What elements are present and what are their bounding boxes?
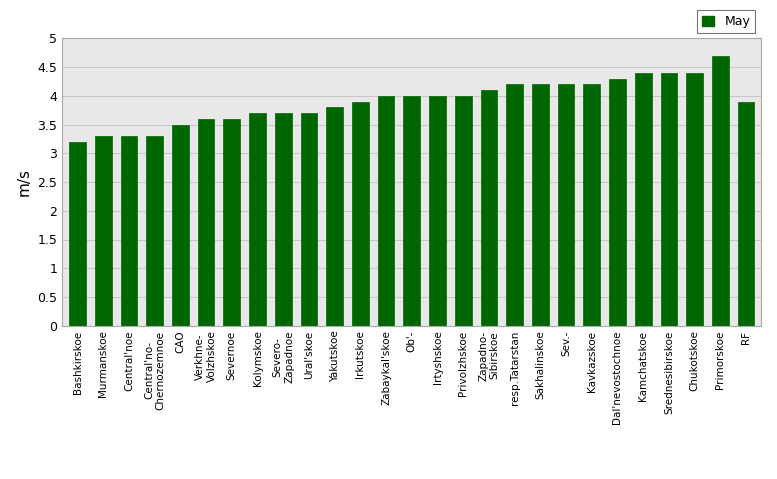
Bar [558,84,574,326]
Bar [584,84,600,326]
Legend: May: May [697,10,755,33]
Bar [249,113,266,326]
Bar [455,96,472,326]
Bar [507,84,523,326]
Bar [352,102,369,326]
Bar [326,107,343,326]
Bar [198,119,214,326]
Bar [660,73,678,326]
Bar [69,142,86,326]
Bar [635,73,652,326]
Bar [172,125,189,326]
Bar [609,79,625,326]
Bar [146,136,163,326]
Bar [429,96,446,326]
Bar [378,96,395,326]
Bar [686,73,703,326]
Bar [532,84,549,326]
Bar [481,90,497,326]
Bar [120,136,138,326]
Bar [403,96,420,326]
Bar [95,136,112,326]
Bar [737,102,754,326]
Bar [301,113,317,326]
Bar [224,119,240,326]
Bar [712,56,729,326]
Bar [275,113,291,326]
Y-axis label: m/s: m/s [17,168,32,196]
